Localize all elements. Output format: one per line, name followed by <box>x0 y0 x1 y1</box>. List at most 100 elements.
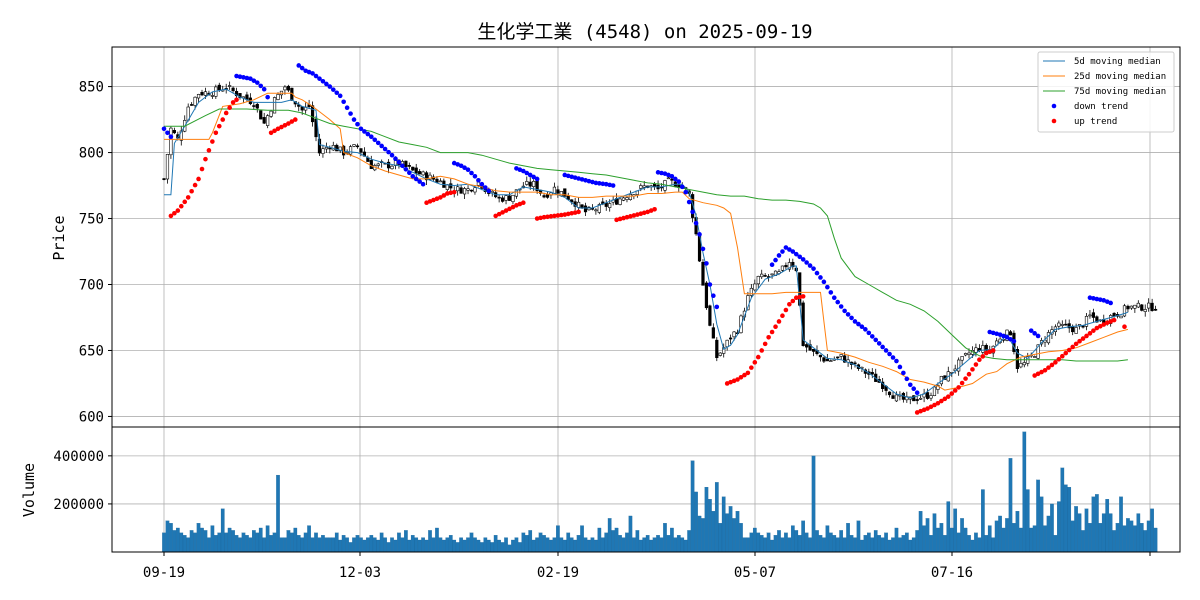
volume-axes-frame <box>111 426 1181 553</box>
down-trend-dot <box>714 304 720 310</box>
candle-body <box>811 348 816 352</box>
down-trend-dot <box>534 176 540 182</box>
candle-body <box>418 171 422 175</box>
x-tick-label-12-03: 12-03 <box>339 565 381 581</box>
down-trend-dot <box>859 324 865 330</box>
down-trend-dot <box>904 376 910 382</box>
volume-bar <box>725 513 729 553</box>
down-trend-dot <box>1108 300 1113 306</box>
candle-body <box>1133 304 1137 309</box>
volume-bar <box>853 537 857 553</box>
volume-bar <box>773 535 778 553</box>
volume-bar <box>746 537 750 553</box>
volume-bar <box>248 537 253 553</box>
candle-body <box>169 127 173 156</box>
up-trend-dot <box>493 213 498 219</box>
candle-body <box>200 92 204 96</box>
x-tick-label-05-07: 05-07 <box>734 565 776 581</box>
candle-body <box>925 392 930 399</box>
down-trend-dot <box>458 163 464 169</box>
candle-body <box>355 145 360 148</box>
up-trend-dot <box>552 213 557 219</box>
volume-bar <box>1091 496 1096 553</box>
up-trend-dot <box>963 376 968 381</box>
candle-body <box>1019 363 1023 368</box>
volume-bar <box>1081 530 1085 553</box>
volume-bar <box>752 527 757 553</box>
ma75-line-group <box>164 108 1128 362</box>
candle-body <box>981 345 985 353</box>
volume-bar <box>822 537 826 553</box>
up-trend-dot <box>223 110 229 116</box>
volume-bar <box>1008 458 1013 553</box>
candle-body <box>1129 305 1133 309</box>
candle-body <box>1136 302 1140 308</box>
volume-bar <box>369 535 374 553</box>
down-trend-dot <box>351 117 357 122</box>
up-trend-dot <box>925 406 930 411</box>
down-trend-dot <box>389 152 395 158</box>
up-trend-dot <box>1077 338 1082 344</box>
volume-bar <box>666 535 671 553</box>
candle-body <box>563 188 567 197</box>
down-trend-dot <box>462 165 467 171</box>
candle-body <box>1119 315 1123 319</box>
candle-body <box>753 283 757 291</box>
down-trend-dot <box>337 93 343 99</box>
up-trend-dot <box>614 217 619 223</box>
volume-bar <box>317 537 322 553</box>
down-trend-dot <box>1032 331 1037 336</box>
down-trend-dot <box>469 170 474 176</box>
volume-bar <box>410 535 415 553</box>
volume-bar <box>348 542 353 553</box>
up-trend-dot <box>1053 360 1058 365</box>
down-trend-dot <box>1087 295 1093 300</box>
candle-body <box>324 146 328 150</box>
up-trend-dot <box>289 119 295 124</box>
candle-body <box>376 163 380 166</box>
candle-body <box>338 146 342 152</box>
volume-bar <box>535 537 539 553</box>
candle-body <box>245 94 249 100</box>
candle-body <box>421 171 425 176</box>
down-trend-dot <box>697 232 702 237</box>
up-trend-dot <box>762 341 768 347</box>
down-trend-dot <box>873 337 879 343</box>
up-trend-dot <box>438 195 443 200</box>
price-y-axis-label: Price <box>50 215 68 260</box>
volume-bar <box>1126 518 1130 553</box>
volume-bar <box>645 535 650 553</box>
up-trend-dot <box>168 213 174 219</box>
candle-body <box>1126 305 1130 310</box>
volume-bar <box>815 530 819 553</box>
volume-bar <box>542 535 546 553</box>
down-trend-dot <box>835 299 841 305</box>
up-trend-dot <box>970 367 975 372</box>
up-trend-dot <box>185 195 191 200</box>
down-trend-dot <box>472 174 478 179</box>
candle-body <box>466 188 470 191</box>
volume-bar <box>196 523 201 553</box>
down-trend-dot <box>700 246 706 252</box>
volume-bar <box>887 539 892 553</box>
price-tick-label-700: 700 <box>79 278 104 294</box>
volume-bar <box>953 508 958 553</box>
down-trend-dot <box>344 105 350 110</box>
up-trend-dot <box>1084 333 1089 339</box>
down-trend-dot <box>324 81 329 87</box>
volume-bar <box>407 539 412 553</box>
down-trend-dot <box>994 331 999 337</box>
volume-bar <box>220 508 225 553</box>
volume-bars <box>162 431 1158 553</box>
volume-bar <box>245 535 249 553</box>
volume-bar <box>179 532 184 553</box>
candle-body <box>1074 327 1078 334</box>
up-trend-dot <box>1070 344 1075 350</box>
volume-bar <box>265 525 270 553</box>
down-trend-dot <box>165 130 170 136</box>
volume-bar <box>545 537 550 553</box>
volume-bar <box>642 537 647 553</box>
volume-bar <box>594 539 598 553</box>
down-trend-dot <box>669 174 675 179</box>
volume-bar <box>801 520 806 553</box>
